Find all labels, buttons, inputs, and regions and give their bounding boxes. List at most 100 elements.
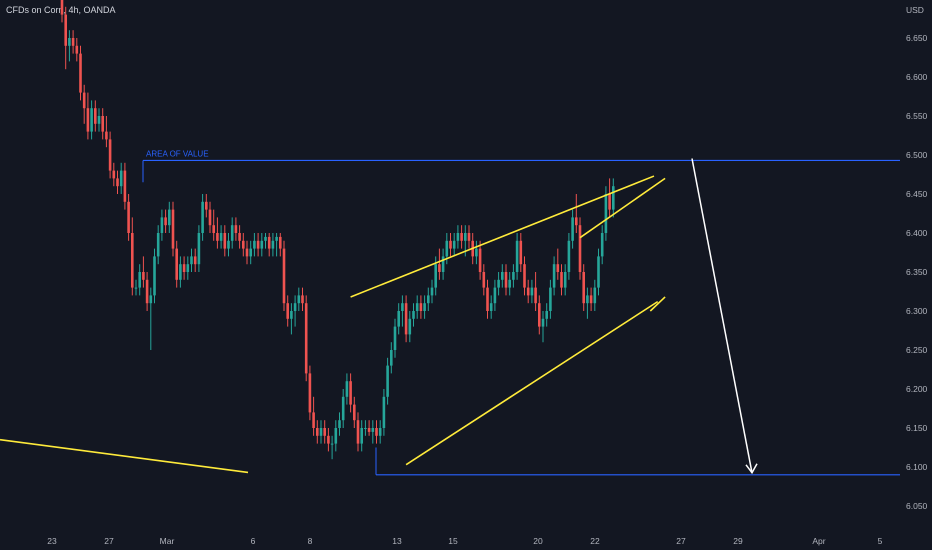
candle-body	[304, 303, 308, 374]
candle-body	[149, 295, 153, 304]
candle	[519, 233, 523, 272]
candle	[168, 201, 171, 233]
candle	[260, 233, 264, 257]
candle	[353, 396, 356, 428]
candle	[467, 225, 471, 249]
candle-body	[460, 233, 463, 241]
candle-body	[334, 428, 338, 444]
candle	[160, 209, 164, 241]
candle-body	[156, 233, 160, 257]
candle	[86, 92, 90, 140]
candle	[323, 420, 326, 444]
candle-body	[441, 256, 445, 272]
candle	[449, 233, 452, 257]
candle-body	[467, 233, 471, 241]
candle-body	[308, 373, 312, 413]
candle-body	[341, 396, 345, 421]
candle	[271, 233, 275, 257]
candle	[290, 303, 293, 335]
candle-body	[545, 311, 548, 319]
candle	[364, 420, 367, 436]
candle-body	[260, 240, 264, 249]
candle	[75, 38, 79, 62]
candle	[378, 420, 382, 444]
candle	[415, 295, 419, 319]
candle	[238, 225, 241, 249]
candle-body	[68, 38, 71, 46]
candle-body	[589, 295, 593, 304]
candle-body	[97, 116, 101, 124]
candle-body	[175, 248, 178, 280]
candle-body	[142, 272, 145, 280]
candle-body	[526, 287, 530, 296]
candle	[293, 295, 297, 327]
candle	[501, 264, 504, 288]
candle-body	[197, 233, 201, 265]
candle-body	[264, 236, 267, 241]
candle	[460, 225, 463, 249]
candle-body	[456, 233, 460, 241]
candle-body	[134, 287, 138, 289]
candle	[234, 217, 238, 241]
area-of-value-label: AREA OF VALUE	[146, 149, 209, 158]
candle	[390, 342, 393, 374]
candle-body	[600, 233, 604, 257]
candle-body	[138, 272, 141, 288]
candle-body	[219, 233, 223, 241]
candle	[123, 162, 127, 210]
candle-body	[168, 209, 171, 226]
candle-body	[312, 412, 315, 428]
price-tick: 6.650	[906, 33, 928, 43]
candle	[142, 256, 145, 288]
candle-body	[604, 194, 608, 233]
lower-wedge-line-2	[649, 296, 666, 312]
time-tick: 29	[733, 536, 743, 546]
candle-body	[489, 303, 493, 311]
candle-body	[123, 170, 127, 202]
candle	[334, 420, 338, 452]
candle	[419, 295, 423, 319]
candle-body	[445, 240, 449, 257]
candle-body	[608, 194, 611, 210]
candle-body	[534, 287, 537, 304]
candle-body	[242, 240, 245, 249]
candle-body	[593, 287, 597, 304]
candle-body	[393, 326, 397, 350]
candle-body	[275, 236, 278, 241]
candle	[575, 194, 578, 233]
candle-body	[423, 303, 426, 311]
candle-body	[256, 240, 260, 249]
candle	[386, 357, 389, 405]
candle-body	[360, 428, 363, 444]
candle-body	[567, 240, 571, 272]
candle-body	[519, 240, 523, 265]
candle-body	[493, 287, 497, 304]
candle	[526, 279, 530, 304]
candle	[563, 264, 567, 296]
candle-body	[538, 303, 541, 327]
candle-body	[108, 139, 112, 171]
candle	[301, 287, 304, 311]
time-tick: 15	[448, 536, 458, 546]
candle	[560, 264, 563, 296]
candle	[60, 0, 64, 23]
time-axis[interactable]: 23 27 Mar 6 8 13 15 20 22 27 29 Apr 5	[47, 536, 882, 546]
price-axis[interactable]: USD 6.650 6.600 6.550 6.500 6.450 6.400 6.350 6.…	[906, 5, 928, 511]
candle-body	[227, 240, 230, 249]
candle	[179, 256, 182, 288]
candle-body	[549, 287, 552, 311]
candle	[230, 217, 234, 249]
candle	[242, 233, 245, 257]
candle-body	[397, 311, 400, 327]
candle-body	[223, 233, 227, 249]
candle-body	[530, 287, 534, 296]
candle-body	[319, 428, 323, 436]
candle	[356, 412, 360, 452]
candle	[371, 420, 375, 444]
candle-body	[563, 272, 567, 288]
candle	[149, 287, 153, 350]
candle	[338, 412, 341, 436]
candle-body	[160, 217, 164, 233]
candle	[282, 240, 286, 311]
